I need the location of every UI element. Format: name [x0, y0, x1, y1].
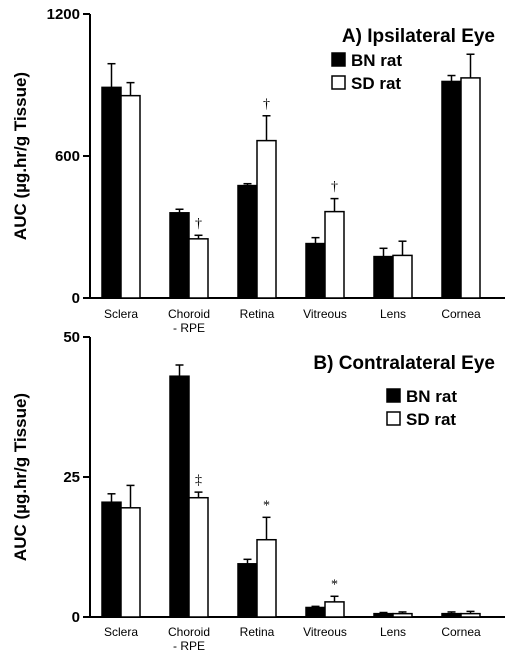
y-tick-label: 1200 — [47, 6, 80, 23]
legend-swatch — [331, 52, 346, 67]
y-tick-label: 0 — [72, 609, 80, 626]
bar-bn-rat — [237, 184, 258, 299]
x-tick-label: - RPE — [173, 321, 205, 335]
x-tick-label: Cornea — [441, 307, 481, 321]
bar-bn-rat — [373, 255, 394, 299]
significance-mark: † — [195, 216, 202, 231]
bar-sd-rat — [256, 139, 277, 299]
x-tick-label: Cornea — [441, 625, 481, 639]
bar-bn-rat — [305, 242, 326, 299]
y-tick-label: 25 — [63, 469, 80, 486]
legend-swatch — [386, 388, 401, 403]
bar-bn-rat — [373, 612, 394, 618]
bar-bn-rat — [305, 606, 326, 618]
y-axis-label: AUC (µg.hr/g Tissue) — [11, 72, 30, 240]
significance-mark: † — [331, 180, 338, 195]
x-tick-label: Lens — [380, 307, 406, 321]
y-axis-label: AUC (µg.hr/g Tissue) — [11, 393, 30, 561]
significance-mark: * — [263, 498, 270, 513]
x-tick-label: Vitreous — [303, 625, 347, 639]
significance-mark: † — [263, 97, 270, 112]
legend-label: SD rat — [406, 410, 456, 429]
chart-panel-2: 0 25 50 AUC (µg.hr/g Tissue) B) Contralatera… — [11, 329, 505, 653]
bar-bn-rat — [169, 212, 190, 299]
bar-sd-rat — [460, 77, 481, 299]
x-tick-label: - RPE — [173, 639, 205, 653]
bar-bn-rat — [441, 612, 462, 618]
significance-mark: * — [331, 577, 338, 592]
bar-bn-rat — [237, 563, 258, 618]
bar-sd-rat — [120, 94, 141, 299]
bar-sd-rat — [120, 507, 141, 618]
x-tick-label: Retina — [240, 307, 275, 321]
x-tick-label: Sclera — [104, 625, 138, 639]
bar-sd-rat — [324, 210, 345, 299]
bar-sd-rat — [324, 601, 345, 618]
x-tick-label: Sclera — [104, 307, 138, 321]
legend-label: SD rat — [351, 74, 401, 93]
y-tick-label: 50 — [63, 329, 80, 346]
x-tick-label: Choroid — [168, 625, 210, 639]
bar-sd-rat — [392, 254, 413, 299]
legend-label: BN rat — [406, 387, 457, 406]
bar-sd-rat — [392, 612, 413, 618]
y-tick-label: 600 — [55, 148, 80, 165]
x-tick-label: Lens — [380, 625, 406, 639]
bar-bn-rat — [101, 86, 122, 299]
bar-sd-rat — [460, 612, 481, 618]
bar-sd-rat — [256, 538, 277, 618]
bar-bn-rat — [441, 80, 462, 299]
chart-panel-1: 0 600 1200 AUC (µg.hr/g Tissue) A) Ipsilater… — [11, 6, 505, 335]
bar-sd-rat — [188, 238, 209, 299]
legend-swatch — [331, 75, 346, 90]
significance-mark: ‡ — [195, 473, 202, 488]
chart-title: B) Contralateral Eye — [313, 353, 495, 374]
x-tick-label: Vitreous — [303, 307, 347, 321]
chart-title: A) Ipsilateral Eye — [342, 26, 495, 47]
legend-swatch — [386, 411, 401, 426]
bar-sd-rat — [188, 496, 209, 618]
y-tick-label: 0 — [72, 290, 80, 307]
x-tick-label: Retina — [240, 625, 275, 639]
legend-label: BN rat — [351, 51, 402, 70]
bar-bn-rat — [169, 375, 190, 618]
x-tick-label: Choroid — [168, 307, 210, 321]
bar-bn-rat — [101, 501, 122, 618]
